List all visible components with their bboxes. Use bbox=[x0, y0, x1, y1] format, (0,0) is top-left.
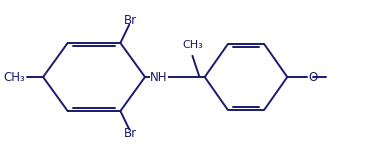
Text: O: O bbox=[308, 71, 317, 83]
Text: CH₃: CH₃ bbox=[4, 71, 26, 83]
Text: Br: Br bbox=[124, 14, 138, 27]
Text: NH: NH bbox=[150, 71, 168, 83]
Text: CH₃: CH₃ bbox=[182, 40, 203, 50]
Text: Br: Br bbox=[124, 127, 138, 140]
